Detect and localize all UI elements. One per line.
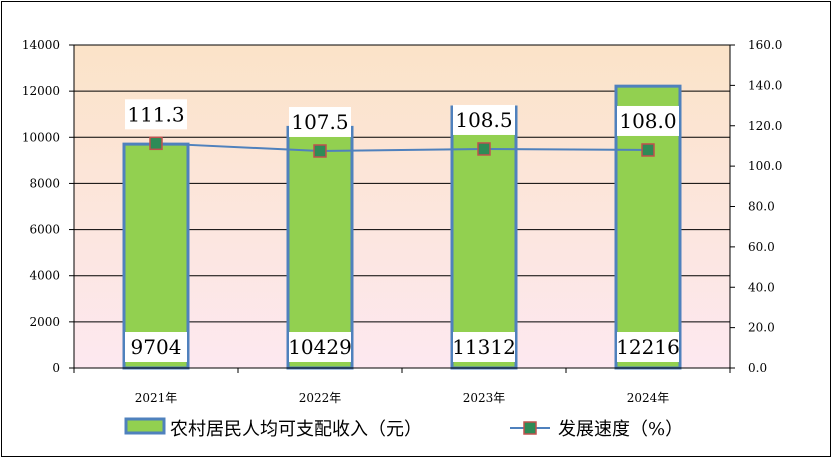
x-tick-label: 2023年 xyxy=(463,391,506,405)
line-label-box xyxy=(617,105,679,136)
bar xyxy=(286,125,354,370)
left-tick-label: 4000 xyxy=(29,269,60,283)
bar-value-label: 10429 xyxy=(288,335,352,359)
line-marker xyxy=(149,136,163,151)
right-tick-label: 20.0 xyxy=(748,321,775,335)
legend-bar-label: 农村居民人均可支配收入（元） xyxy=(170,419,422,440)
right-tick-label: 140.0 xyxy=(748,78,782,92)
legend-marker-swatch xyxy=(523,421,537,435)
line-marker xyxy=(641,143,655,157)
right-tick-label: 160.0 xyxy=(748,38,782,52)
right-tick-label: 120.0 xyxy=(748,119,782,133)
x-tick-label: 2021年 xyxy=(135,391,178,405)
legend-bar-swatch xyxy=(124,417,166,435)
legend-line-label: 发展速度（%） xyxy=(558,419,683,440)
bar-label-box xyxy=(617,332,679,362)
line-value-label: 111.3 xyxy=(127,102,184,126)
line-marker xyxy=(313,144,327,158)
left-tick-label: 6000 xyxy=(29,223,60,237)
line-value-label: 108.5 xyxy=(455,108,512,132)
line-series xyxy=(149,136,655,158)
legend: 农村居民人均可支配收入（元） 发展速度（%） xyxy=(124,417,683,440)
left-tick-label: 2000 xyxy=(29,315,60,329)
x-tick-label: 2022年 xyxy=(299,391,342,405)
bar-label-box xyxy=(289,332,351,362)
line-value-label: 108.0 xyxy=(619,109,676,133)
left-tick-label: 14000 xyxy=(22,38,60,52)
x-tick-label: 2024年 xyxy=(627,391,670,405)
right-tick-label: 40.0 xyxy=(748,280,775,294)
line-marker xyxy=(477,142,491,156)
axes: 0 2000 4000 6000 8000 10000 12000 14000 0.0 20.0 4… xyxy=(22,38,783,405)
line-value-label: 107.5 xyxy=(291,110,348,134)
right-tick-label: 60.0 xyxy=(748,240,775,254)
bar-label-box xyxy=(125,332,187,362)
right-tick-label: 100.0 xyxy=(748,159,782,173)
data-labels: 9704 10429 11312 12216 111.3 107.5 108.5 108.0 xyxy=(125,99,680,362)
line-label-box xyxy=(453,104,515,135)
left-tick-label: 10000 xyxy=(22,130,60,144)
left-tick-label: 0 xyxy=(52,361,60,375)
left-tick-label: 8000 xyxy=(29,176,60,190)
bar-value-label: 9704 xyxy=(131,335,182,359)
right-tick-label: 80.0 xyxy=(748,200,775,214)
line-label-box xyxy=(125,99,187,130)
bar-label-box xyxy=(453,332,515,362)
line-path xyxy=(155,142,649,152)
right-tick-label: 0.0 xyxy=(748,361,767,375)
bar-value-label: 12216 xyxy=(616,335,680,359)
bar-value-label: 11312 xyxy=(452,335,516,359)
line-label-box xyxy=(289,106,351,137)
left-tick-label: 12000 xyxy=(22,84,60,98)
